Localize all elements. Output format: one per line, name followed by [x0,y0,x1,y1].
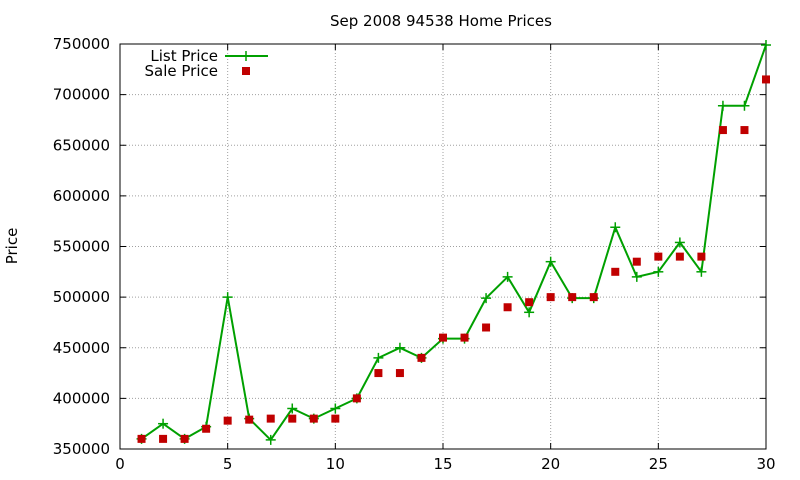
sale-price-point [331,414,340,423]
x-tick-label: 15 [433,455,452,473]
sale-price-point [762,75,770,84]
sale-price-point [740,126,749,135]
y-tick-label: 600000 [53,187,110,205]
y-axis-label: Price [3,228,21,265]
sale-price-point [546,293,555,302]
sale-price-point [417,353,426,362]
list-price-point [524,307,535,318]
sale-price-point [460,333,469,342]
list-price-point [761,40,771,51]
list-price-point [631,271,642,282]
sale-price-point [266,414,275,423]
sale-price-point [482,323,491,332]
y-tick-label: 400000 [53,389,110,407]
sale-price-point [395,369,404,378]
list-price-point [265,434,276,445]
x-tick-label: 10 [326,455,345,473]
sale-price-point [288,414,297,423]
list-price-point [610,222,621,233]
x-tick-label: 5 [223,455,233,473]
list-price-point [653,266,664,277]
y-axis: 350000 400000 450000 500000 550000 600000 6500… [53,35,766,458]
chart-title: Sep 2008 94538 Home Prices [330,12,552,30]
y-tick-label: 700000 [53,86,110,104]
x-tick-label: 0 [115,455,125,473]
list-price-point [502,271,513,282]
legend-label-list-price: List Price [150,47,218,65]
x-axis: 0 5 10 15 20 25 30 [115,44,776,473]
y-tick-label: 450000 [53,339,110,357]
legend-marker-sale-price [242,67,250,75]
sale-price-point [675,252,684,261]
sale-price-point [632,257,641,266]
list-price-point [717,100,728,111]
list-price-point [545,256,556,267]
list-price-point [481,293,492,304]
sale-price-point [374,369,383,378]
list-price-point [287,403,298,414]
list-price-line [140,44,767,441]
y-tick-label: 500000 [53,288,110,306]
sale-price-point [245,415,254,424]
y-tick-label: 350000 [53,440,110,458]
legend-label-sale-price: Sale Price [145,62,218,80]
sale-price-point [525,298,534,307]
list-price-point [330,403,341,414]
sale-price-point [718,126,727,135]
list-price-point [222,292,233,303]
list-price-point [158,418,169,429]
list-price-point [373,352,384,363]
list-price-point [696,266,707,277]
sale-price-point [568,293,577,302]
sale-price-point [611,267,620,276]
sale-price-point [654,252,663,261]
list-price-point [674,237,685,248]
sale-price-point [159,434,168,443]
x-tick-label: 20 [541,455,560,473]
series-layer [136,40,771,445]
list-price-point [394,342,405,353]
sale-price-point [180,434,189,443]
sale-price-point [202,424,211,433]
list-price-point [739,100,750,111]
legend: List Price Sale Price [145,47,268,80]
y-tick-label: 650000 [53,136,110,154]
sale-price-point [137,434,146,443]
y-tick-label: 750000 [53,35,110,53]
y-tick-label: 550000 [53,238,110,256]
sale-price-point [309,414,318,423]
sale-price-point [697,252,706,261]
x-tick-label: 30 [756,455,775,473]
sale-price-point [352,394,361,403]
x-tick-label: 25 [649,455,668,473]
legend-marker-list-price [241,51,251,61]
grid [120,44,766,449]
sale-price-point [223,416,232,425]
sale-price-point [503,303,512,312]
sale-price-point [589,293,598,302]
sale-price-point [439,333,447,342]
